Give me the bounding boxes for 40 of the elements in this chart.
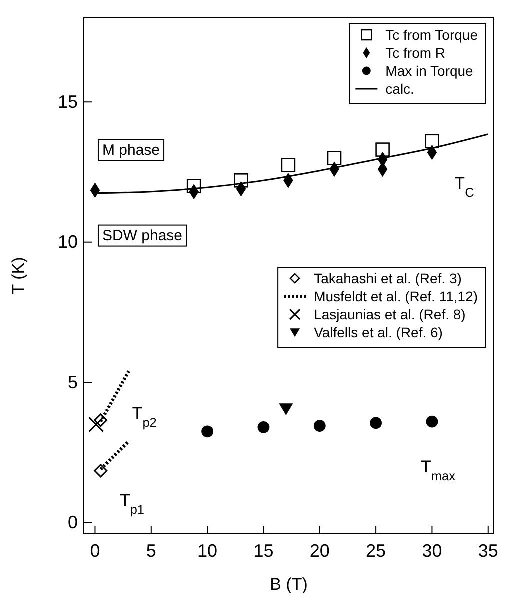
legend-label: Tc from Torque (386, 27, 478, 43)
point (279, 404, 294, 416)
legend-label: Lasjaunias et al. (Ref. 8) (314, 306, 466, 323)
point (202, 426, 214, 438)
legend-label: Valfells et al. (Ref. 6) (314, 324, 443, 341)
x-tick-label: 25 (366, 540, 386, 561)
annotation: M phase (102, 142, 160, 159)
point (258, 421, 270, 434)
x-tick-label: 10 (198, 540, 218, 561)
annotation: SDW phase (102, 227, 183, 244)
x-tick-label: 20 (310, 540, 330, 561)
y-tick-label: 15 (58, 92, 78, 112)
point (370, 417, 382, 430)
annotation: T$_{p2}$ (132, 404, 157, 430)
point (88, 416, 104, 432)
legend-label: Musfeldt et al. (Ref. 11,12) (314, 288, 478, 305)
annotation: T$_{max}$ (420, 457, 456, 483)
legend-label: Tc from R (386, 45, 446, 61)
y-tick-label: 5 (68, 372, 78, 392)
annotation: T$_{p1}$ (120, 490, 145, 516)
annotation: T$_{C}$ (454, 174, 474, 200)
point (281, 158, 296, 172)
x-tick-label: 5 (146, 540, 156, 561)
x-tick-label: 30 (422, 540, 442, 561)
x-tick-label: 15 (254, 540, 274, 561)
point (94, 464, 108, 478)
point (327, 151, 342, 166)
x-tick-label: 0 (90, 540, 100, 561)
point (314, 420, 326, 432)
x-axis-title: B (T) (270, 575, 308, 594)
y-tick-label: 10 (58, 232, 78, 252)
y-axis-title: T (K) (9, 257, 28, 295)
legend-label: Takahashi et al. (Ref. 3) (314, 270, 462, 287)
legend-label: calc. (386, 81, 414, 97)
point (376, 142, 390, 157)
legend-label: Max in Torque (386, 63, 474, 79)
point (425, 134, 440, 149)
x-tick-label: 35 (478, 540, 498, 561)
y-tick-label: 0 (68, 512, 78, 533)
point (426, 416, 438, 428)
